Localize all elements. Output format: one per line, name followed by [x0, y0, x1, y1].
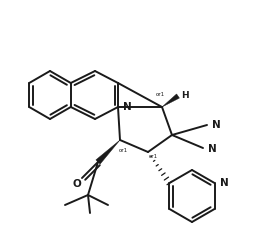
- Text: or1: or1: [155, 93, 165, 97]
- Text: N: N: [123, 102, 132, 112]
- Text: N: N: [208, 144, 217, 154]
- Text: N: N: [212, 120, 221, 130]
- Polygon shape: [96, 140, 120, 164]
- Text: H: H: [181, 92, 189, 101]
- Polygon shape: [162, 94, 179, 107]
- Text: N: N: [219, 178, 228, 188]
- Text: O: O: [73, 179, 81, 189]
- Text: or1: or1: [119, 148, 127, 152]
- Text: or1: or1: [148, 155, 157, 160]
